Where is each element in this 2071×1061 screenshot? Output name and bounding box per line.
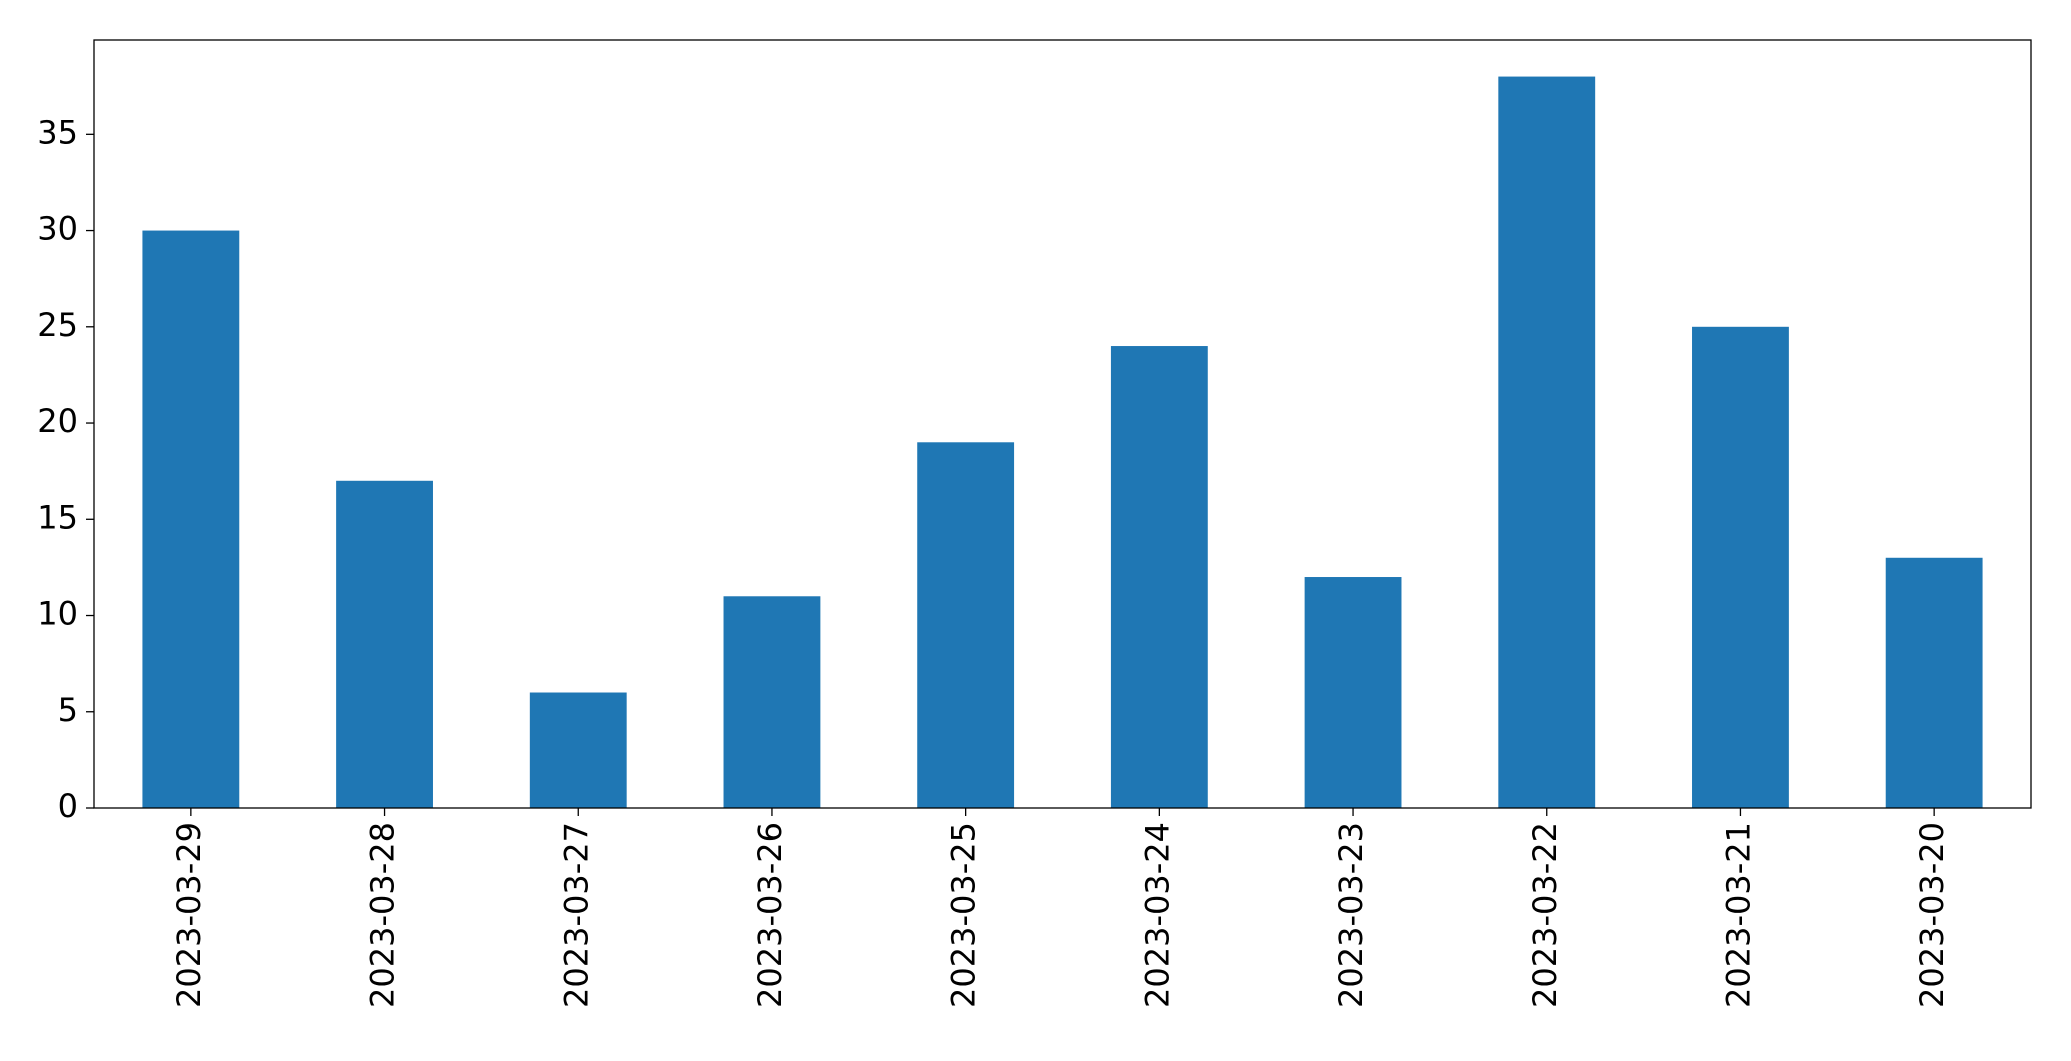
bar <box>1304 577 1402 808</box>
bar <box>142 230 240 808</box>
x-tick-label: 2023-03-21 <box>1719 822 1757 1008</box>
y-tick-label: 5 <box>58 691 78 729</box>
x-tick-label: 2023-03-28 <box>364 822 402 1008</box>
bar <box>336 480 433 808</box>
x-tick-label: 2023-03-29 <box>170 822 208 1008</box>
bar <box>1692 326 1789 808</box>
y-tick-label: 10 <box>37 595 78 633</box>
bar <box>1498 76 1596 809</box>
x-tick-label: 2023-03-25 <box>945 822 983 1008</box>
y-tick-label: 25 <box>37 306 78 344</box>
bar <box>917 442 1015 808</box>
y-tick-label: 0 <box>58 787 78 825</box>
bar <box>529 692 627 808</box>
y-tick-label: 30 <box>37 210 78 248</box>
x-tick-label: 2023-03-24 <box>1138 822 1176 1008</box>
x-tick-label: 2023-03-26 <box>751 822 789 1008</box>
x-tick-label: 2023-03-20 <box>1913 822 1951 1008</box>
y-tick-label: 35 <box>37 113 78 151</box>
plot-frame <box>93 39 2032 809</box>
y-tick-label: 15 <box>37 498 78 536</box>
x-tick-label: 2023-03-27 <box>557 822 595 1008</box>
bar <box>723 596 821 808</box>
x-tick-label: 2023-03-22 <box>1526 822 1564 1008</box>
y-tick-label: 20 <box>37 402 78 440</box>
bar <box>1110 346 1208 808</box>
bar <box>1885 557 1983 808</box>
x-tick-label: 2023-03-23 <box>1332 822 1370 1008</box>
